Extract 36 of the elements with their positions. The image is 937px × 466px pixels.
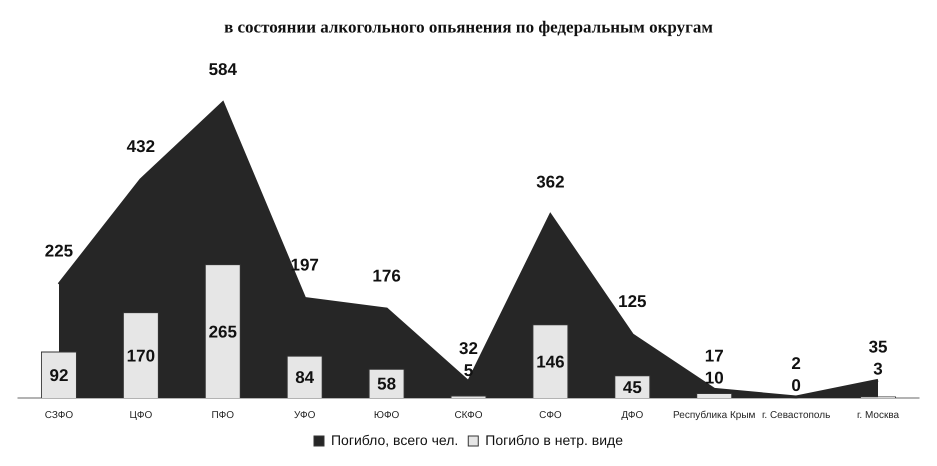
legend-label: Погибло, всего чел. [330,432,458,448]
data-label: 32 [459,339,478,358]
data-label: 92 [49,366,68,385]
data-label: 3 [873,360,883,379]
data-label: 17 [704,346,724,366]
x-tick-label: ПФО [211,410,234,421]
chart-title: в состоянии алкогольного опьянения по федеральным округам [224,18,714,37]
x-tick-label: СЗФО [44,410,74,421]
x-tick-label: СКФО [454,410,483,421]
x-tick-label: Республика Крым [673,410,756,421]
x-tick-label: г. Севастополь [762,410,830,421]
data-label: 432 [126,136,156,156]
data-label: 584 [208,60,238,80]
x-tick-label: ЮФО [374,410,400,421]
data-label: 84 [295,368,315,387]
data-label: 58 [377,374,396,394]
data-label: 176 [372,266,401,286]
x-tick-label: ДФО [621,410,644,421]
data-label: 2 [791,354,801,374]
data-label: 35 [868,338,888,357]
legend-label: Погибло в нетр. виде [485,432,624,448]
x-tick-label: СФО [539,410,562,421]
data-label: 5 [464,361,474,380]
data-label: 146 [536,352,565,372]
data-label: 10 [704,368,724,388]
x-tick-label: УФО [294,410,316,421]
data-label: 170 [126,346,156,366]
data-label: 362 [536,172,565,192]
x-tick-label: ЦФО [129,410,152,421]
x-tick-label: г. Москва [856,410,900,421]
data-label: 45 [622,378,642,397]
data-label: 265 [208,322,237,342]
data-label: 0 [791,376,801,396]
data-label: 125 [618,292,647,312]
data-label: 197 [290,256,319,275]
data-label: 225 [44,242,74,261]
